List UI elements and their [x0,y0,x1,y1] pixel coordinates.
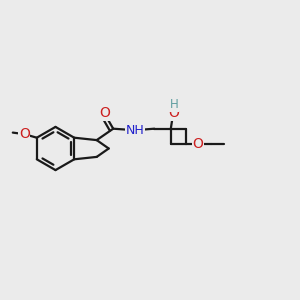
Text: O: O [168,106,178,120]
Text: H: H [169,98,178,111]
Text: O: O [19,127,30,141]
Text: O: O [192,137,203,151]
Text: O: O [99,106,110,120]
Text: NH: NH [125,124,144,137]
